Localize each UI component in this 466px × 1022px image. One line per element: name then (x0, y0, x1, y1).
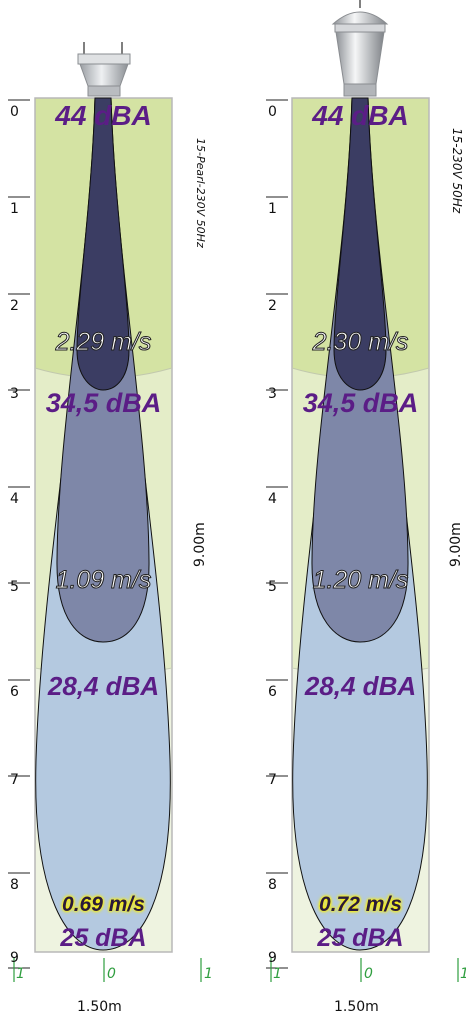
y-tick-7: 7 (268, 772, 277, 788)
y-tick-0: 0 (10, 104, 19, 120)
speed-low-label-1: 0.69 m/s (62, 893, 145, 916)
x-tick-left-1: 1 (16, 966, 25, 982)
db-top-label-1: 44 dBA (55, 100, 152, 131)
db-bottom-label-1: 25 dBA (60, 924, 147, 952)
y-tick-7: 7 (10, 772, 19, 788)
fan-unit-1 (77, 42, 131, 97)
x-tick-left-2: 1 (273, 966, 282, 982)
y-tick-4: 4 (268, 491, 277, 507)
y-axis-1 (8, 99, 30, 969)
y-tick-6: 6 (10, 684, 19, 700)
y-tick-8: 8 (268, 877, 277, 893)
db-low-label-2: 28,4 dBA (304, 671, 417, 701)
y-tick-6: 6 (268, 684, 277, 700)
y-tick-4: 4 (10, 491, 19, 507)
y-tick-8: 8 (10, 877, 19, 893)
speed-low-label-2: 0.72 m/s (319, 893, 402, 916)
y-tick-9: 9 (10, 950, 19, 966)
x-axis-marks (13, 958, 459, 982)
y-tick-2: 2 (10, 298, 19, 314)
plume-inner-1 (76, 97, 130, 391)
x-tick-right-2: 1 (460, 966, 466, 982)
y-axis-2 (266, 99, 288, 969)
y-tick-5: 5 (10, 579, 19, 595)
db-bottom-label-2: 25 dBA (317, 924, 404, 952)
y-tick-1: 1 (268, 201, 277, 217)
db-mid-label-2: 34,5 dBA (302, 388, 419, 418)
panel-2 (291, 0, 430, 953)
db-mid-label-1: 34,5 dBA (45, 388, 162, 418)
y-tick-2: 2 (268, 298, 277, 314)
height-label-1: 9.00m (192, 522, 208, 567)
width-label-1: 1.50m (77, 999, 122, 1015)
fan-unit-2 (331, 0, 389, 97)
width-label-2: 1.50m (334, 999, 379, 1015)
db-top-label-2: 44 dBA (312, 100, 409, 131)
speed-mid-label-2: 1.20 m/s (312, 566, 409, 595)
speed-high-label-2: 2.30 m/s (312, 328, 409, 357)
y-tick-5: 5 (268, 579, 277, 595)
height-label-2: 9.00m (448, 522, 464, 567)
x-tick-center-2: 0 (364, 966, 373, 982)
model-title-2: 15-230V 50Hz (450, 128, 464, 214)
y-tick-0: 0 (268, 104, 277, 120)
x-tick-center-1: 0 (107, 966, 116, 982)
y-tick-3: 3 (10, 386, 19, 402)
db-low-label-1: 28,4 dBA (47, 671, 160, 701)
y-tick-3: 3 (268, 386, 277, 402)
y-tick-9: 9 (268, 950, 277, 966)
y-tick-1: 1 (10, 201, 19, 217)
speed-mid-label-1: 1.09 m/s (55, 566, 152, 595)
model-title-1: 15-Pearl-230V 50Hz (194, 138, 207, 248)
plume-inner-2 (333, 97, 387, 391)
panel-1 (34, 42, 173, 953)
speed-high-label-1: 2.29 m/s (55, 328, 152, 357)
x-tick-right-1: 1 (204, 966, 213, 982)
